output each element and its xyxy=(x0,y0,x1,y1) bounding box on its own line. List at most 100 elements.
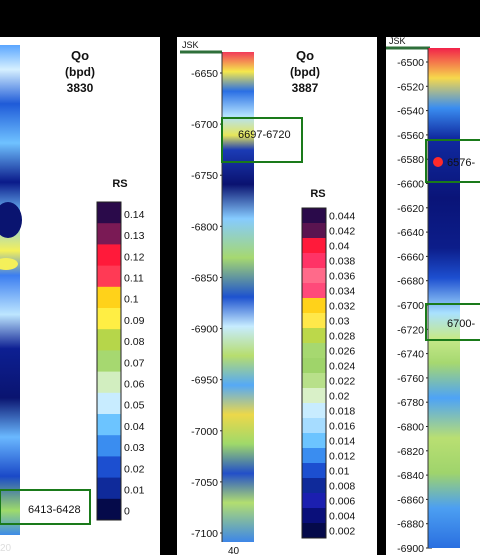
depth-tick-label: -7100 xyxy=(191,528,218,540)
depth-tick-label: -6900 xyxy=(191,324,218,336)
rs-colorbar-swatch xyxy=(302,493,326,509)
depth-tick-label: -6900 xyxy=(397,543,424,555)
panel-1-background xyxy=(0,37,160,555)
panel-3-depth-axis: -6500 -6520 -6540 -6560 -6580 -6600 -6620 -6640… xyxy=(397,57,432,555)
rs-colorbar-swatch xyxy=(97,265,121,288)
panel-1-bottom-tick: 20 xyxy=(0,543,12,554)
rs-colorbar-swatch xyxy=(302,448,326,464)
rs-colorbar-swatch xyxy=(97,477,121,500)
rs-colorbar-swatch xyxy=(302,373,326,389)
depth-tick-label: -6850 xyxy=(191,272,218,284)
rs-colorbar-label: 0.034 xyxy=(329,285,355,297)
panel-2-well-label: JSK xyxy=(182,40,199,50)
rs-colorbar-swatch xyxy=(97,350,121,373)
panel-3-zone-label-1: 6576- xyxy=(447,157,475,169)
rs-colorbar-label: 0.01 xyxy=(329,465,350,477)
rs-colorbar-swatch xyxy=(302,313,326,329)
rs-colorbar-label: 0.026 xyxy=(329,345,355,357)
panel-2-log-strip xyxy=(222,52,254,542)
depth-tick-label: -6820 xyxy=(397,446,424,458)
depth-tick-label: -6650 xyxy=(191,68,218,80)
rs-colorbar-swatch xyxy=(302,403,326,419)
rs-colorbar-label: 0.018 xyxy=(329,405,355,417)
panel-1-log-dark-zone xyxy=(0,202,22,238)
rs-colorbar-swatch xyxy=(302,208,326,224)
panel-2-qo-value: 3887 xyxy=(292,81,319,95)
rs-colorbar-label: 0.038 xyxy=(329,255,355,267)
rs-colorbar-swatch xyxy=(97,223,121,245)
panel-3-zone-box-1 xyxy=(425,139,480,183)
rs-colorbar-swatch xyxy=(302,328,326,344)
rs-colorbar-label: 0 xyxy=(124,506,130,518)
panel-1: Qo (bpd) 3830 RS 0.14 0.13 0.12 0.11 0.1 0.09… xyxy=(0,45,145,554)
rs-colorbar-label: 0.03 xyxy=(329,315,350,327)
panel-1-zone-label: 6413-6428 xyxy=(28,504,81,516)
depth-tick-label: -6640 xyxy=(397,227,424,239)
rs-colorbar-swatch xyxy=(302,238,326,254)
rs-colorbar-label: 0.012 xyxy=(329,450,355,462)
panel-1-qo-value: 3830 xyxy=(67,81,94,95)
panel-2-depth-axis: -6650 -6700 -6750 -6800 -6850 -6900 -6950 -7000… xyxy=(191,68,226,540)
depth-tick-label: -6500 xyxy=(397,57,424,69)
depth-tick-label: -6840 xyxy=(397,470,424,482)
rs-colorbar-swatch xyxy=(97,202,121,224)
rs-colorbar-label: 0.06 xyxy=(124,379,145,391)
rs-colorbar-label: 0.014 xyxy=(329,435,355,447)
panel-2-zone-label: 6697-6720 xyxy=(238,129,291,141)
depth-tick-label: -6760 xyxy=(397,373,424,385)
rs-colorbar-swatch xyxy=(97,435,121,457)
depth-tick-label: -6680 xyxy=(397,276,424,288)
rs-colorbar-swatch xyxy=(302,388,326,404)
rs-colorbar-label: 0.04 xyxy=(329,240,350,252)
rs-colorbar-label: 0.08 xyxy=(124,336,145,348)
depth-tick-label: -6620 xyxy=(397,203,424,215)
rs-colorbar-label: 0.04 xyxy=(124,421,145,433)
panel-3-well-label: JSK xyxy=(389,36,406,46)
rs-colorbar-label: 0.024 xyxy=(329,360,355,372)
rs-colorbar-frame xyxy=(96,201,122,521)
rs-colorbar-label: 0.01 xyxy=(124,485,145,497)
rs-colorbar-swatch xyxy=(97,286,121,309)
rs-colorbar-label: 0.13 xyxy=(124,230,145,242)
rs-colorbar-swatch xyxy=(97,456,121,479)
rs-colorbar-frame xyxy=(301,207,327,539)
rs-colorbar-swatch xyxy=(97,498,121,521)
depth-tick-label: -6750 xyxy=(191,170,218,182)
rs-colorbar-label: 0.09 xyxy=(124,315,145,327)
panel-1-qo-unit: (bpd) xyxy=(65,65,95,79)
rs-colorbar-label: 0.042 xyxy=(329,225,355,237)
rs-colorbar-label: 0.044 xyxy=(329,210,355,222)
panel-2-rs-title: RS xyxy=(310,188,325,200)
rs-colorbar-label: 0.016 xyxy=(329,420,355,432)
panel-2-qo-unit: (bpd) xyxy=(290,65,320,79)
rs-colorbar-swatch xyxy=(97,244,121,267)
rs-colorbar-swatch xyxy=(302,418,326,434)
depth-tick-label: -6600 xyxy=(397,179,424,191)
depth-tick-label: -6560 xyxy=(397,130,424,142)
rs-colorbar-label: 0.008 xyxy=(329,480,355,492)
rs-colorbar-swatch xyxy=(302,283,326,299)
rs-colorbar-swatch xyxy=(302,358,326,374)
panel-3: JSK -6500-6520-6540-6560-6580-6600-6620-… xyxy=(386,36,480,555)
rs-colorbar-label: 0.12 xyxy=(124,251,145,263)
rs-colorbar-label: 0.036 xyxy=(329,270,355,282)
depth-tick-label: -7000 xyxy=(191,426,218,438)
depth-tick-label: -6520 xyxy=(397,81,424,93)
rs-colorbar-label: 0.02 xyxy=(329,390,350,402)
depth-tick-label: -6740 xyxy=(397,349,424,361)
rs-colorbar-swatch xyxy=(302,463,326,479)
depth-tick-label: -6800 xyxy=(191,221,218,233)
rs-colorbar-label: 0.032 xyxy=(329,300,355,312)
depth-tick-label: -7050 xyxy=(191,477,218,489)
rs-colorbar-label: 0.006 xyxy=(329,495,355,507)
rs-colorbar-swatch xyxy=(302,523,326,539)
panel-2-bottom-tick: 40 xyxy=(228,546,240,555)
rs-colorbar-label: 0.1 xyxy=(124,294,139,306)
panel-3-zone-box-2 xyxy=(425,303,480,341)
depth-tick-label: -6660 xyxy=(397,251,424,263)
rs-colorbar-label: 0.03 xyxy=(124,442,145,454)
rs-colorbar-swatch xyxy=(302,433,326,449)
panel-2-qo-title: Qo xyxy=(296,48,314,63)
rs-colorbar-swatch xyxy=(97,371,121,394)
depth-tick-label: -6720 xyxy=(397,324,424,336)
